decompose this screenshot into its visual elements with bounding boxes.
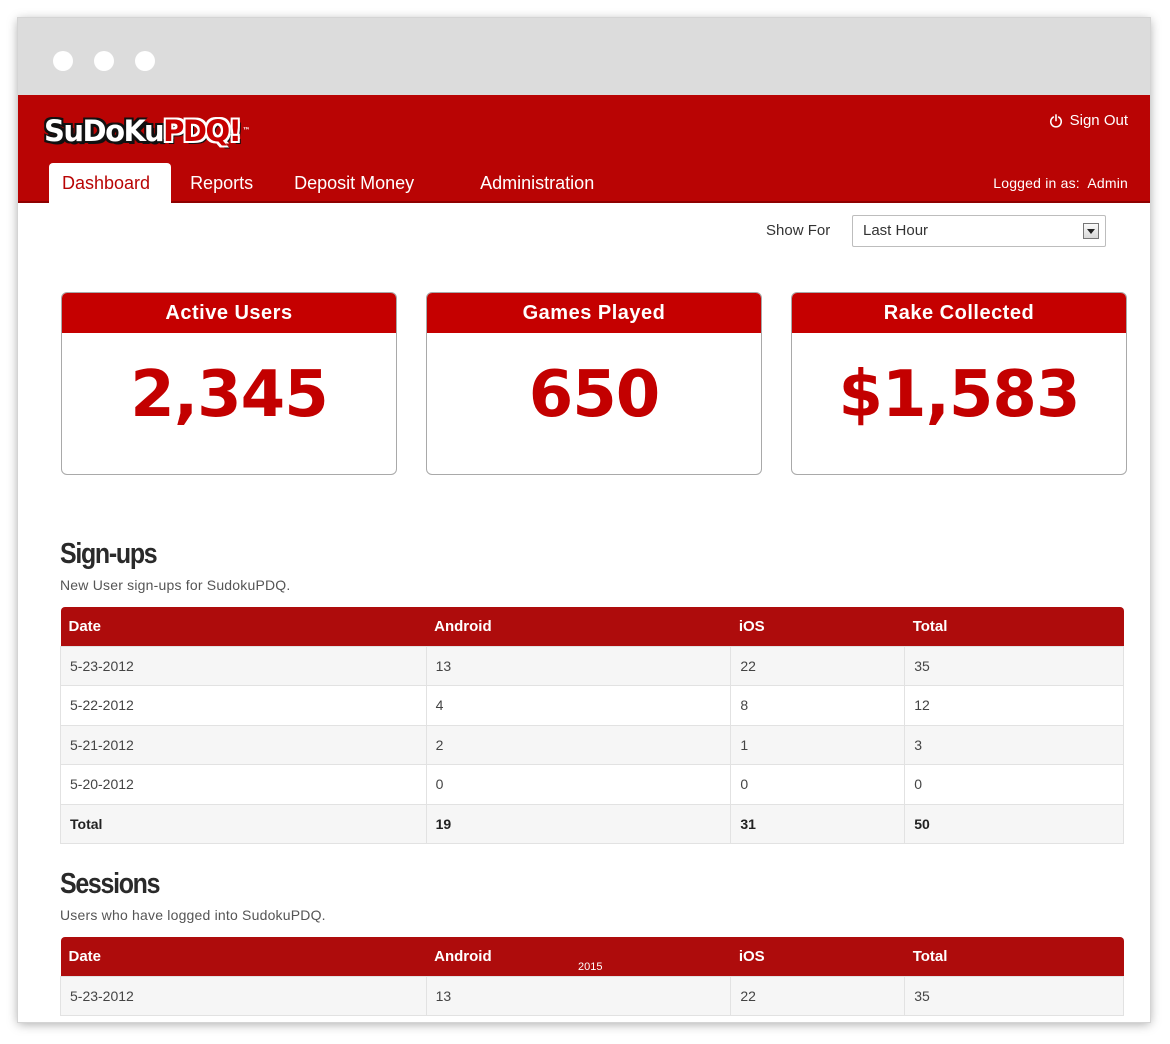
sessions-table: Date Android iOS Total 5-23-2012 13 22 3… — [60, 937, 1124, 1016]
signups-title: Sign-ups — [60, 538, 158, 570]
column-header-date[interactable]: Date — [60, 607, 427, 646]
show-for-select[interactable]: Last Hour — [852, 215, 1106, 247]
browser-window: SuDoKuPDQ! ™ Sign Out Dashboard Reports D… — [18, 18, 1150, 1022]
year-label: 2015 — [578, 961, 603, 973]
show-for-selected-value: Last Hour — [863, 222, 929, 239]
signups-subtitle: New User sign-ups for SudokuPDQ. — [60, 577, 291, 593]
table-row: 5-20-2012 0 0 0 — [60, 764, 1124, 805]
app-header: SuDoKuPDQ! ™ Sign Out Dashboard Reports D… — [18, 95, 1150, 203]
stat-card-title: Games Played — [427, 293, 761, 333]
cell-android: 0 — [425, 764, 732, 805]
sessions-table-clip: Date Android iOS Total 5-23-2012 13 22 3… — [18, 937, 1150, 1022]
tab-deposit-money[interactable]: Deposit Money — [294, 173, 415, 193]
cell-date: 5-20-2012 — [60, 764, 427, 805]
tab-reports[interactable]: Reports — [190, 173, 254, 193]
cell-total: 12 — [904, 685, 1124, 726]
cell-ios: 22 — [730, 645, 906, 686]
column-header-android[interactable]: Android — [426, 607, 731, 646]
window-close-dot[interactable] — [53, 51, 73, 71]
table-total-row: Total 19 31 50 — [60, 803, 1124, 844]
stat-card-rake-collected: Rake Collected $1,583 — [791, 292, 1127, 475]
stat-card-value: 2,345 — [130, 358, 328, 432]
stat-card-title: Rake Collected — [792, 293, 1126, 333]
column-header-total[interactable]: Total — [904, 937, 1124, 976]
cell-ios: 31 — [730, 803, 906, 844]
stat-card-games-played: Games Played 650 — [426, 292, 762, 475]
cell-android: 13 — [425, 975, 732, 1016]
table-row: 5-21-2012 2 1 3 — [60, 724, 1124, 765]
tab-administration[interactable]: Administration — [480, 173, 595, 193]
cell-android: 4 — [425, 685, 732, 726]
column-header-ios[interactable]: iOS — [730, 937, 905, 976]
cell-total: 0 — [904, 764, 1124, 805]
sessions-title: Sessions — [60, 868, 160, 900]
cell-ios: 22 — [730, 975, 906, 1016]
sign-out-link[interactable]: Sign Out — [1049, 112, 1128, 129]
window-maximize-dot[interactable] — [135, 51, 155, 71]
table-header-row: Date Android iOS Total — [60, 607, 1124, 646]
cell-total: 35 — [904, 645, 1124, 686]
table-header-row: Date Android iOS Total — [60, 937, 1124, 976]
tab-dashboard[interactable]: Dashboard — [49, 163, 172, 203]
column-header-date[interactable]: Date — [60, 937, 427, 976]
column-header-android[interactable]: Android — [426, 937, 731, 976]
chevron-down-icon[interactable] — [1083, 223, 1099, 239]
table-row: 5-23-2012 13 22 35 — [60, 975, 1124, 1016]
stat-card-value: $1,583 — [838, 358, 1081, 432]
cell-total-label: Total — [60, 803, 427, 844]
cell-ios: 0 — [730, 764, 906, 805]
stat-card-title: Active Users — [62, 293, 396, 333]
window-minimize-dot[interactable] — [94, 51, 114, 71]
table-row: 5-23-2012 13 22 35 — [60, 645, 1124, 686]
show-for-label: Show For — [766, 222, 831, 239]
cell-date: 5-23-2012 — [60, 975, 427, 1016]
stat-card-value: 650 — [528, 358, 661, 432]
signups-table: Date Android iOS Total 5-23-2012 13 22 3… — [60, 607, 1124, 844]
cell-date: 5-22-2012 — [60, 685, 427, 726]
cell-android: 2 — [425, 724, 732, 765]
logged-in-user: Admin — [1087, 175, 1128, 191]
logged-in-status: Logged in as: Admin — [993, 175, 1128, 191]
cell-date: 5-23-2012 — [60, 645, 427, 686]
cell-total: 35 — [904, 975, 1124, 1016]
column-header-total[interactable]: Total — [904, 607, 1124, 646]
cell-ios: 8 — [730, 685, 906, 726]
stat-card-active-users: Active Users 2,345 — [61, 292, 397, 475]
power-icon — [1049, 113, 1062, 128]
sessions-subtitle: Users who have logged into SudokuPDQ. — [60, 907, 326, 923]
cell-ios: 1 — [730, 724, 906, 765]
cell-date: 5-21-2012 — [60, 724, 427, 765]
window-titlebar — [18, 18, 1150, 95]
cell-total: 50 — [904, 803, 1124, 844]
sudokupdq-logo[interactable]: SuDoKuPDQ! ™ — [44, 114, 251, 148]
column-header-ios[interactable]: iOS — [730, 607, 905, 646]
cell-total: 3 — [904, 724, 1124, 765]
cell-android: 19 — [425, 803, 732, 844]
cell-android: 13 — [425, 645, 732, 686]
main-nav: Dashboard Reports Deposit Money Administ… — [49, 163, 619, 203]
table-row: 5-22-2012 4 8 12 — [60, 685, 1124, 726]
sign-out-label: Sign Out — [1069, 112, 1128, 129]
